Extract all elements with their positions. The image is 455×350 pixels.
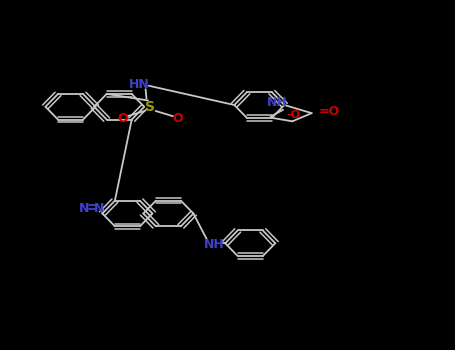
Text: N: N bbox=[94, 202, 104, 216]
Text: S: S bbox=[145, 100, 155, 114]
Text: O: O bbox=[117, 112, 128, 126]
Text: HN: HN bbox=[128, 77, 149, 91]
Text: O: O bbox=[172, 112, 183, 126]
Text: N: N bbox=[79, 202, 89, 216]
Text: NH: NH bbox=[267, 96, 288, 108]
Text: =O: =O bbox=[318, 105, 339, 118]
Text: -O: -O bbox=[287, 110, 301, 120]
Text: NH: NH bbox=[203, 238, 224, 252]
